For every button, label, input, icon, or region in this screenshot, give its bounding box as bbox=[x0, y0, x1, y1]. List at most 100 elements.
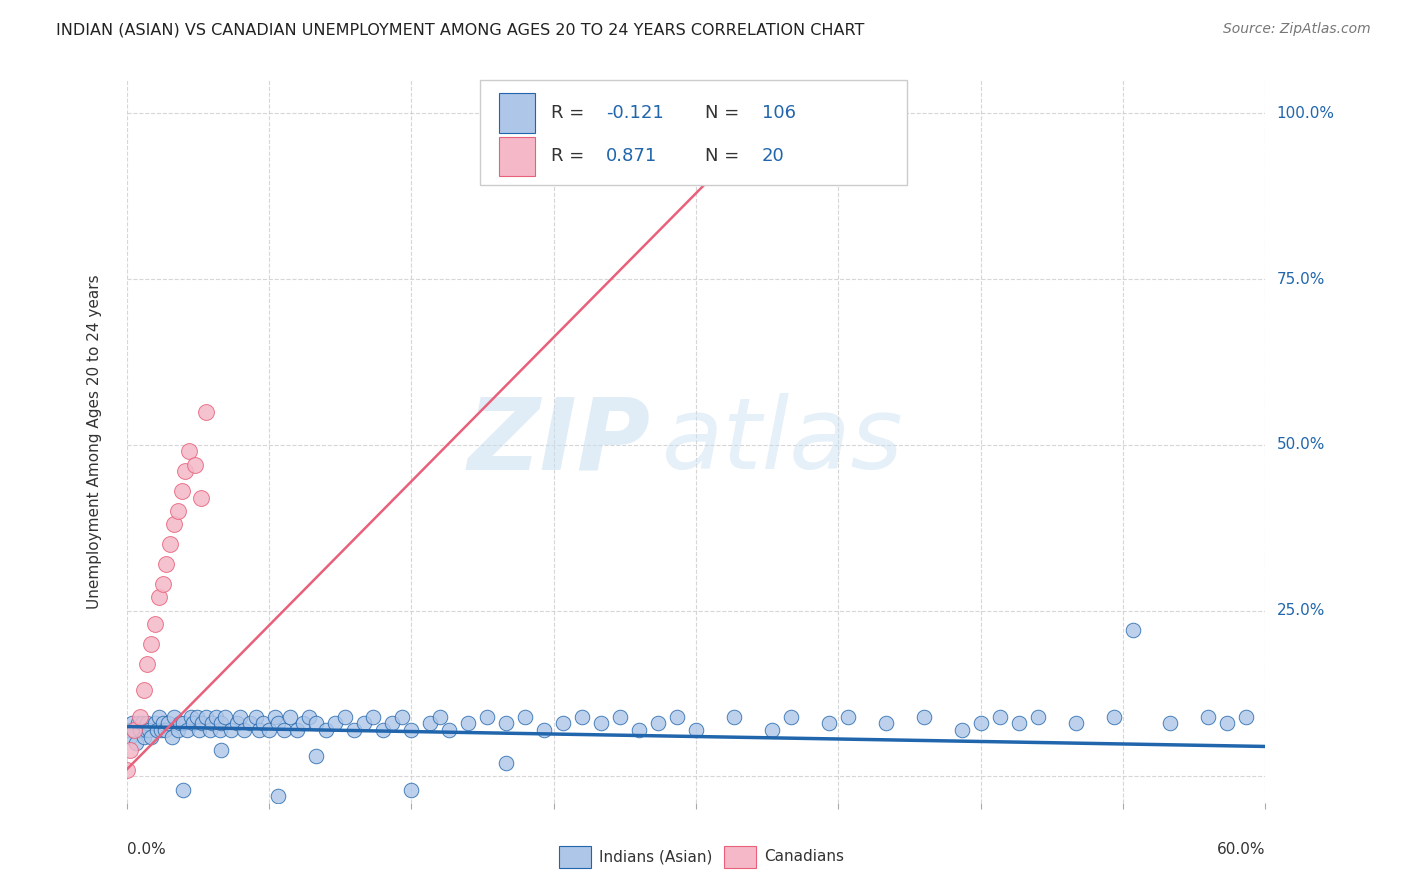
Point bbox=[128, 723, 150, 737]
Text: 0.871: 0.871 bbox=[606, 147, 657, 165]
Point bbox=[152, 716, 174, 731]
Text: N =: N = bbox=[704, 147, 745, 165]
Point bbox=[172, 782, 194, 797]
Point bbox=[1198, 709, 1220, 723]
Point bbox=[122, 723, 145, 737]
Point bbox=[988, 709, 1011, 723]
Point bbox=[160, 730, 183, 744]
Point bbox=[195, 709, 218, 723]
Text: 60.0%: 60.0% bbox=[1218, 842, 1265, 856]
Point bbox=[141, 637, 163, 651]
Text: -0.121: -0.121 bbox=[606, 103, 664, 122]
Text: atlas: atlas bbox=[662, 393, 904, 490]
Point bbox=[571, 709, 593, 723]
Point bbox=[315, 723, 337, 737]
Point bbox=[127, 716, 149, 731]
Point bbox=[305, 749, 328, 764]
Point bbox=[184, 458, 207, 472]
Point bbox=[179, 444, 201, 458]
Text: Indians (Asian): Indians (Asian) bbox=[599, 849, 713, 864]
Point bbox=[120, 743, 142, 757]
Point bbox=[115, 763, 138, 777]
Point bbox=[477, 709, 499, 723]
Point bbox=[1102, 709, 1125, 723]
Point bbox=[647, 716, 669, 731]
Point bbox=[267, 789, 290, 804]
Text: 0.0%: 0.0% bbox=[127, 842, 166, 856]
Point bbox=[1064, 716, 1087, 731]
Point bbox=[138, 723, 160, 737]
Point bbox=[152, 577, 174, 591]
Point bbox=[1216, 716, 1239, 731]
Text: N =: N = bbox=[704, 103, 745, 122]
Point bbox=[136, 657, 159, 671]
Point bbox=[419, 716, 441, 731]
Text: 50.0%: 50.0% bbox=[1277, 437, 1324, 452]
Point bbox=[401, 782, 423, 797]
Point bbox=[141, 730, 163, 744]
Text: Source: ZipAtlas.com: Source: ZipAtlas.com bbox=[1223, 22, 1371, 37]
Point bbox=[131, 716, 153, 731]
Point bbox=[666, 709, 689, 723]
Point bbox=[333, 709, 356, 723]
Point bbox=[121, 716, 143, 731]
Point bbox=[533, 723, 555, 737]
Text: 100.0%: 100.0% bbox=[1277, 106, 1334, 121]
Point bbox=[128, 709, 150, 723]
Point bbox=[263, 709, 285, 723]
Point bbox=[143, 716, 166, 731]
Point bbox=[1236, 709, 1258, 723]
Point bbox=[157, 716, 180, 731]
Point bbox=[146, 723, 169, 737]
Point bbox=[685, 723, 707, 737]
Point bbox=[1007, 716, 1029, 731]
Point bbox=[495, 716, 517, 731]
Point bbox=[201, 716, 224, 731]
Point bbox=[249, 723, 271, 737]
Point bbox=[323, 716, 347, 731]
Point bbox=[439, 723, 461, 737]
Point bbox=[180, 709, 202, 723]
Point bbox=[149, 723, 172, 737]
Point bbox=[912, 709, 935, 723]
Point bbox=[195, 405, 218, 419]
Text: ZIP: ZIP bbox=[467, 393, 651, 490]
Point bbox=[208, 723, 231, 737]
Bar bbox=[560, 847, 591, 868]
Point bbox=[287, 723, 309, 737]
Point bbox=[429, 709, 451, 723]
Point bbox=[136, 716, 159, 731]
Point bbox=[278, 709, 301, 723]
Point bbox=[267, 716, 290, 731]
Point bbox=[191, 716, 214, 731]
Point bbox=[353, 716, 375, 731]
Point bbox=[298, 709, 321, 723]
Point bbox=[148, 709, 170, 723]
Point bbox=[239, 716, 262, 731]
Point bbox=[591, 716, 613, 731]
Point bbox=[163, 709, 186, 723]
Point bbox=[229, 709, 252, 723]
Point bbox=[115, 723, 138, 737]
Point bbox=[174, 464, 197, 478]
Point bbox=[273, 723, 295, 737]
Point bbox=[252, 716, 274, 731]
Point bbox=[190, 491, 212, 505]
Point bbox=[169, 716, 191, 731]
Point bbox=[628, 723, 651, 737]
Point bbox=[305, 716, 328, 731]
Text: 20: 20 bbox=[762, 147, 785, 165]
Point bbox=[143, 616, 166, 631]
Point bbox=[132, 683, 155, 698]
Point bbox=[122, 723, 145, 737]
Point bbox=[875, 716, 897, 731]
Point bbox=[166, 504, 188, 518]
Text: INDIAN (ASIAN) VS CANADIAN UNEMPLOYMENT AMONG AGES 20 TO 24 YEARS CORRELATION CH: INDIAN (ASIAN) VS CANADIAN UNEMPLOYMENT … bbox=[56, 22, 865, 37]
Point bbox=[245, 709, 267, 723]
Text: R =: R = bbox=[551, 147, 591, 165]
Point bbox=[761, 723, 783, 737]
Point bbox=[779, 709, 801, 723]
Text: Canadians: Canadians bbox=[765, 849, 844, 864]
Point bbox=[723, 709, 745, 723]
Point bbox=[515, 709, 537, 723]
